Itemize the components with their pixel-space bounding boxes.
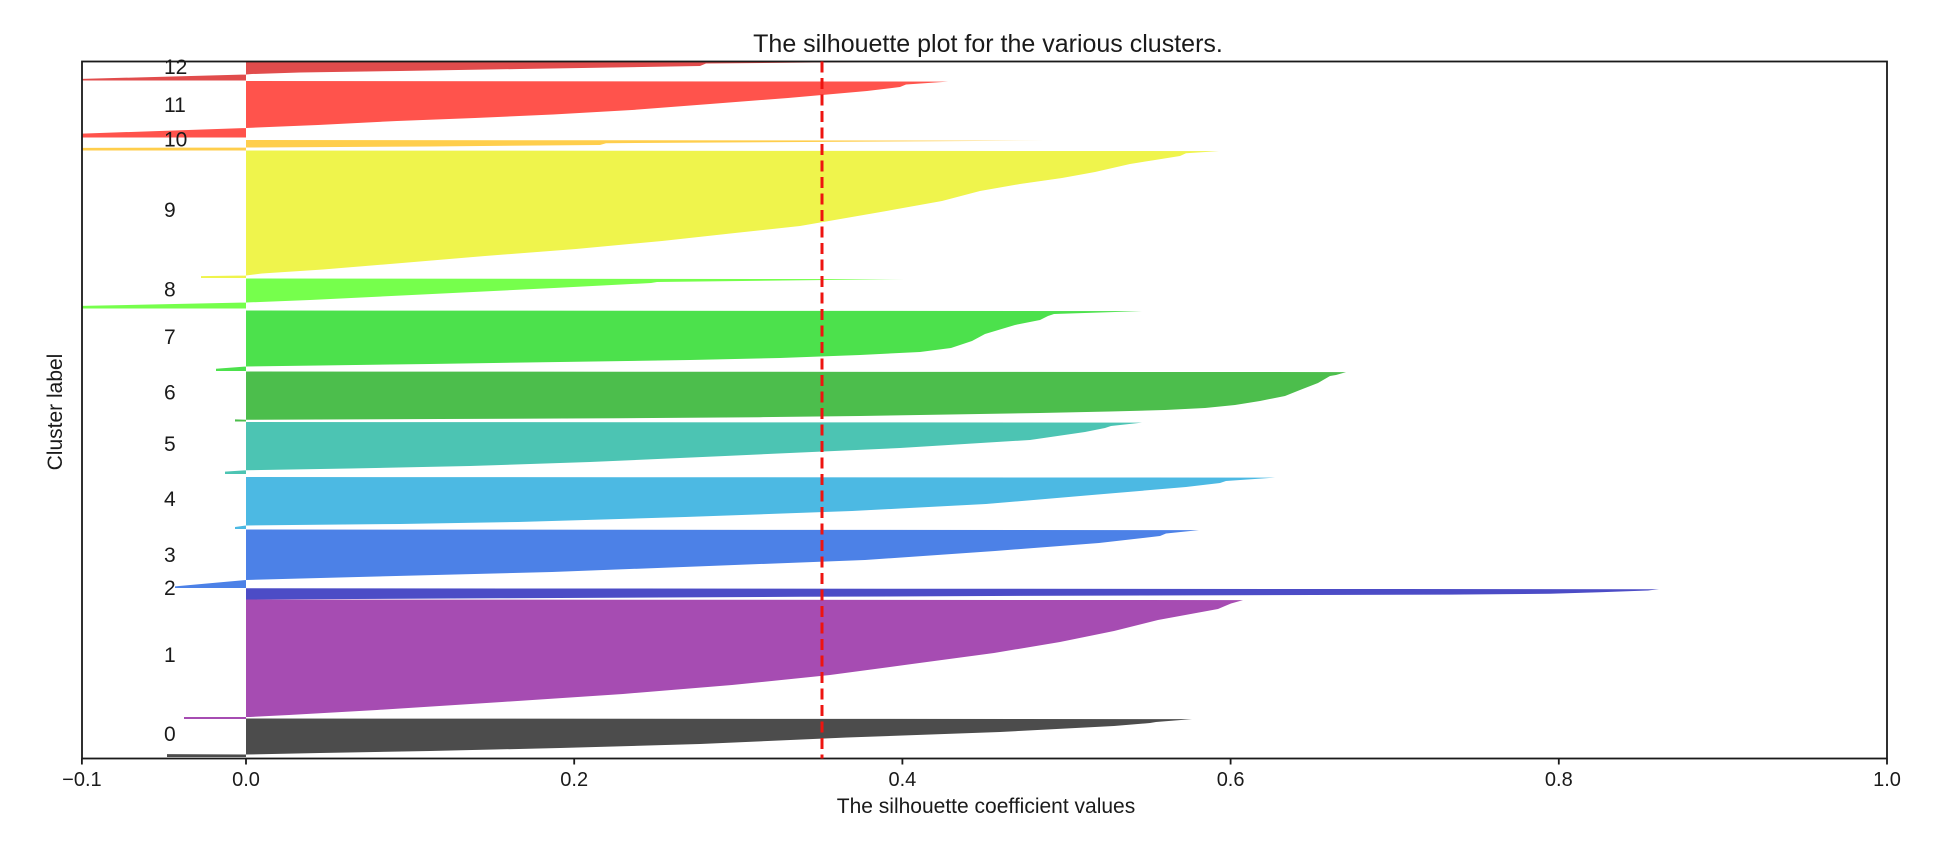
svg-text:0.4: 0.4 [888, 769, 916, 791]
svg-text:The silhouette plot for the va: The silhouette plot for the various clus… [753, 30, 1223, 58]
svg-text:11: 11 [164, 94, 186, 117]
svg-text:7: 7 [164, 326, 176, 349]
svg-text:−0.1: −0.1 [62, 769, 101, 791]
svg-text:5: 5 [164, 433, 176, 456]
svg-text:0.8: 0.8 [1545, 769, 1573, 791]
svg-text:1.0: 1.0 [1873, 769, 1901, 791]
svg-text:1: 1 [164, 644, 176, 667]
svg-text:4: 4 [164, 488, 176, 511]
svg-text:0.0: 0.0 [232, 769, 260, 791]
svg-text:0.2: 0.2 [560, 769, 588, 791]
svg-text:0: 0 [164, 723, 176, 746]
svg-text:9: 9 [164, 199, 176, 222]
svg-text:6: 6 [164, 382, 176, 405]
svg-text:3: 3 [164, 544, 176, 567]
svg-text:2: 2 [164, 577, 176, 600]
svg-text:12: 12 [164, 56, 187, 79]
svg-text:Cluster label: Cluster label [44, 354, 67, 471]
svg-text:8: 8 [164, 279, 176, 302]
svg-text:0.6: 0.6 [1217, 769, 1245, 791]
svg-text:The silhouette coefficient val: The silhouette coefficient values [837, 795, 1135, 818]
svg-text:10: 10 [164, 128, 187, 151]
